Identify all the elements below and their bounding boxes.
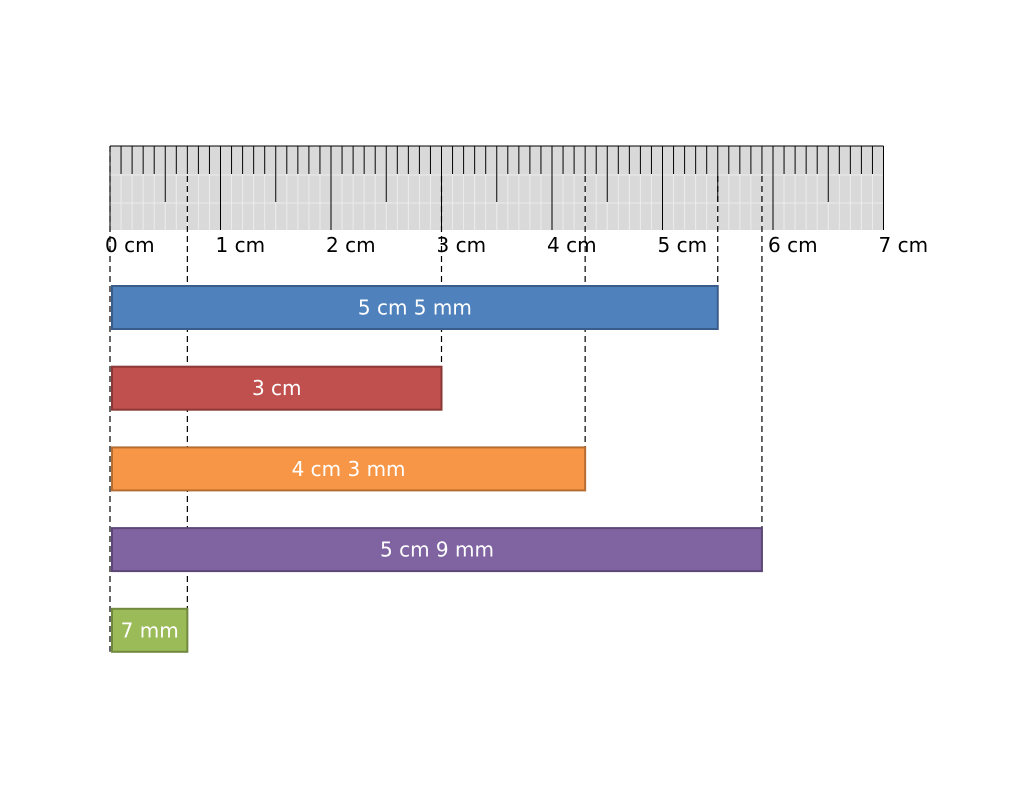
bar (111, 527, 763, 573)
bar-label: 7 mm (121, 618, 179, 642)
bar (111, 285, 719, 330)
ruler-tick-label: 0 cm (105, 233, 155, 257)
ruler-tick-label: 5 cm (658, 233, 708, 257)
ruler-tick-label: 3 cm (437, 233, 487, 257)
bar (111, 446, 587, 492)
ruler-tick-label: 6 cm (768, 233, 818, 257)
bar-label: 5 cm 9 mm (380, 538, 494, 562)
bar (111, 365, 443, 411)
ruler-tick-label: 7 cm (879, 233, 929, 257)
measured-bars: 5 cm 5 mm 3 cm 4 cm 3 mm 5 cm 9 mm 7 mm (111, 285, 763, 653)
bar-label: 3 cm (252, 376, 302, 400)
bar (111, 607, 189, 653)
bar-label: 4 cm 3 mm (292, 457, 406, 481)
ruler-tick-label: 2 cm (326, 233, 376, 257)
ruler: 0 cm 1 cm 2 cm 3 cm 4 cm 5 cm 6 cm 7 cm (105, 145, 929, 257)
ruler-tick-label: 1 cm (216, 233, 266, 257)
bar-label: 5 cm 5 mm (358, 296, 472, 320)
ruler-tick-label: 4 cm (547, 233, 597, 257)
